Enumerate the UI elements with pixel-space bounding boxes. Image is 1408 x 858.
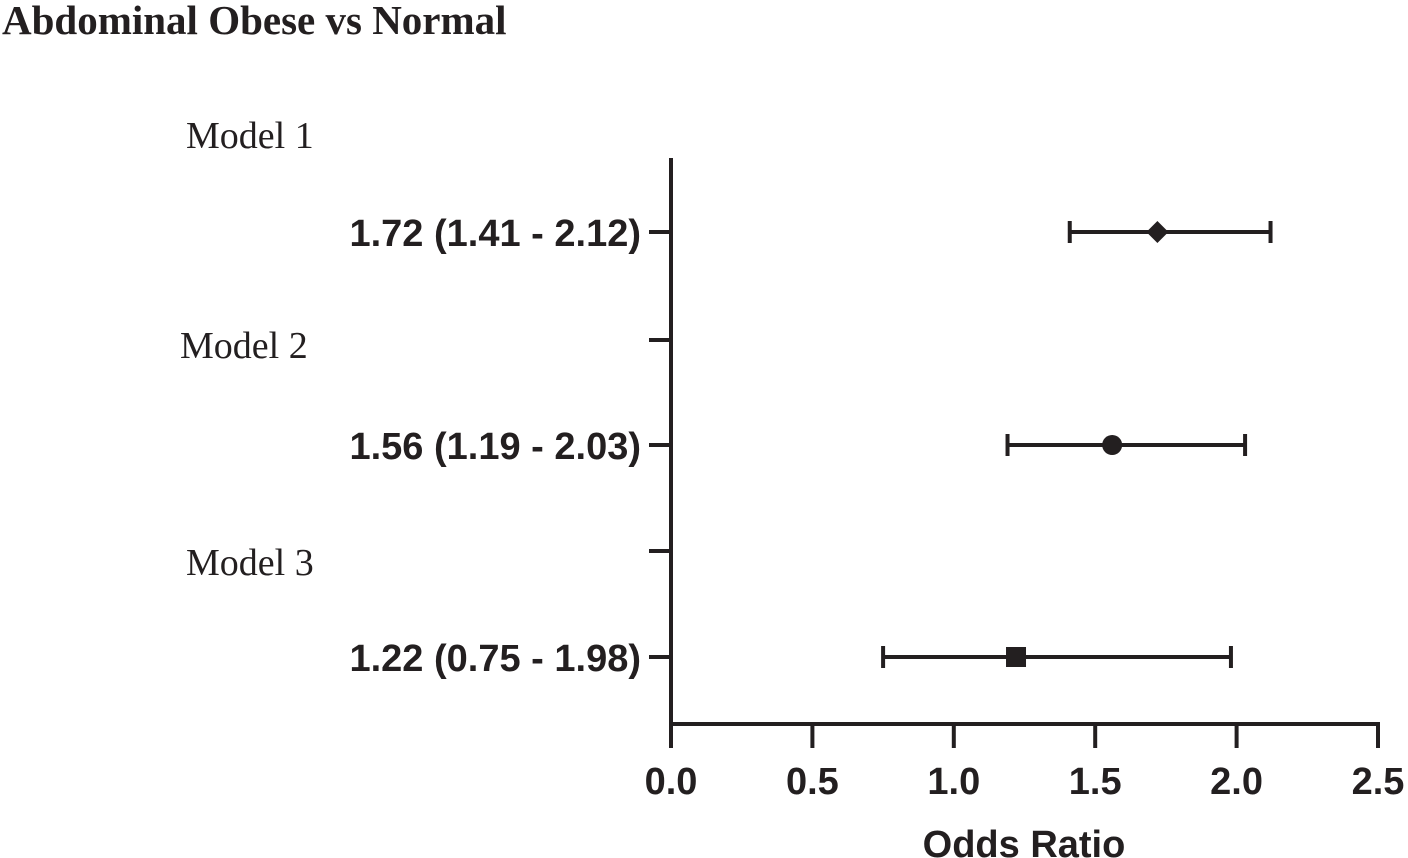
x-tick-label: 2.0 [1210, 761, 1263, 803]
x-tick-label: 0.5 [786, 761, 839, 803]
forest-rows: Model 1 1.72 (1.41 - 2.12) Model 2 1.56 (1.… [180, 115, 1273, 680]
axes: 0.0 0.5 1.0 1.5 2.0 2.5 [645, 158, 1405, 803]
estimate-label: 1.72 (1.41 - 2.12) [349, 213, 641, 255]
model-label: Model 3 [186, 542, 314, 584]
forest-row: Model 1 1.72 (1.41 - 2.12) [186, 115, 1273, 255]
forest-row: Model 2 1.56 (1.19 - 2.03) [180, 325, 1248, 468]
model-label: Model 2 [180, 325, 308, 367]
chart-title: Abdominal Obese vs Normal [2, 0, 507, 43]
x-tick-label: 1.5 [1069, 761, 1122, 803]
x-axis-label: Odds Ratio [923, 824, 1126, 858]
point-estimate-circle [1102, 435, 1123, 455]
point-estimate-square [1006, 647, 1027, 667]
x-tick-label: 1.0 [927, 761, 980, 803]
estimate-label: 1.22 (0.75 - 1.98) [349, 638, 641, 680]
estimate-label: 1.56 (1.19 - 2.03) [349, 426, 641, 468]
forest-row: Model 3 1.22 (0.75 - 1.98) [186, 542, 1233, 680]
model-label: Model 1 [186, 115, 314, 157]
point-estimate-diamond [1146, 221, 1169, 243]
x-tick-label: 2.5 [1352, 761, 1405, 803]
x-tick-label: 0.0 [645, 761, 698, 803]
